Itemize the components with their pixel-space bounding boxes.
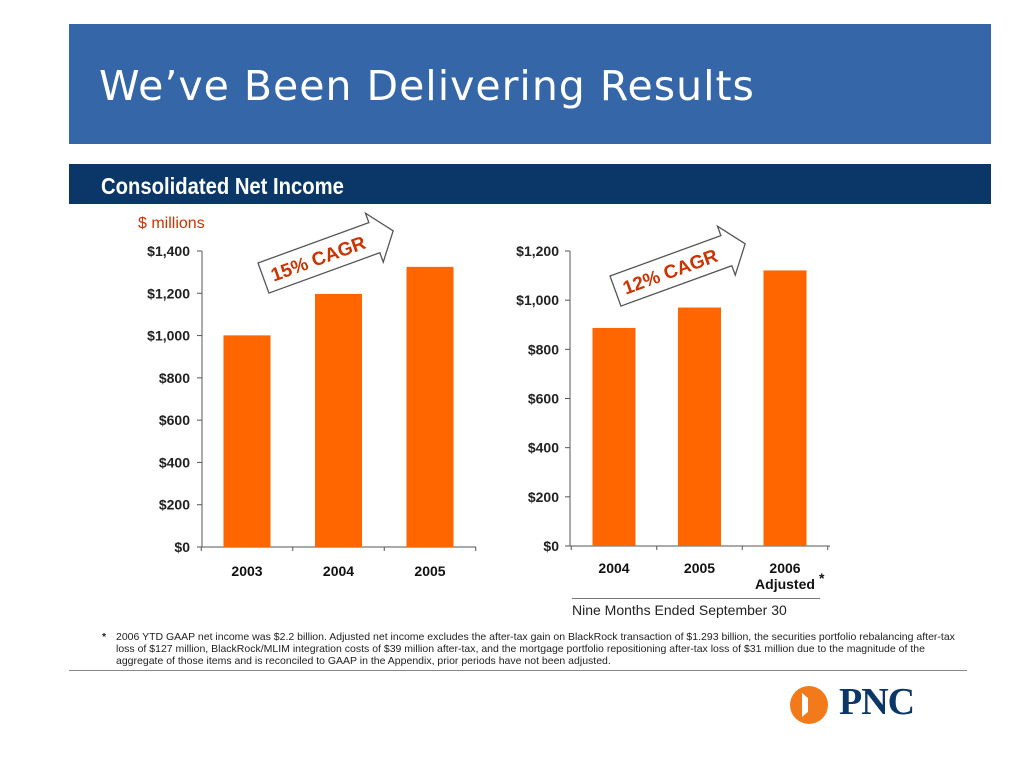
y-tick-label: $0 [174, 539, 190, 555]
subtitle-band: Consolidated Net Income [69, 164, 991, 204]
period-underline [572, 598, 820, 599]
y-tick-label: $400 [528, 440, 559, 456]
footer-divider [69, 670, 967, 671]
x-tick-label: 2003 [231, 563, 262, 579]
y-tick-label: $600 [528, 391, 559, 407]
y-tick-label: $200 [528, 489, 559, 505]
y-tick-label: $1,200 [147, 285, 190, 301]
x-tick-label: 2005 [414, 563, 445, 579]
bar [592, 327, 636, 546]
footnote-mark: * [102, 631, 107, 643]
y-tick-label: $200 [159, 497, 190, 513]
y-tick-label: $1,000 [147, 328, 190, 344]
x-tick-label: 2004 [598, 560, 629, 576]
y-tick-label: $1,000 [516, 292, 559, 308]
y-tick-label: $0 [543, 538, 559, 554]
footnote-text: 2006 YTD GAAP net income was $2.2 billio… [116, 631, 955, 667]
bar [678, 307, 721, 546]
cagr-arrow-icon [609, 224, 746, 307]
y-tick-label: $1,400 [147, 243, 190, 259]
pnc-logo-icon [790, 686, 828, 724]
footnote: * 2006 YTD GAAP net income was $2.2 bill… [102, 631, 962, 667]
logo-wordmark: PNC [839, 681, 915, 723]
y-tick-label: $1,200 [516, 243, 559, 259]
x-tick-label: 2006 [769, 560, 800, 576]
bar [406, 266, 454, 547]
section-subtitle: Consolidated Net Income [101, 173, 344, 199]
bar [223, 335, 271, 547]
category-note: Adjusted [755, 576, 815, 592]
slide-title: We’ve Been Delivering Results [99, 62, 755, 110]
units-label: $ millions [138, 215, 205, 232]
category-note-mark: * [819, 570, 825, 586]
y-tick-label: $400 [159, 454, 190, 470]
title-band: We’ve Been Delivering Results [69, 24, 991, 144]
bar [315, 293, 362, 547]
x-tick-label: 2005 [684, 560, 715, 576]
y-tick-label: $600 [159, 412, 190, 428]
y-tick-label: $800 [159, 370, 190, 386]
y-tick-label: $800 [528, 341, 559, 357]
x-tick-label: 2004 [323, 563, 354, 579]
period-caption: Nine Months Ended September 30 [572, 602, 787, 618]
cagr-arrow-icon [257, 211, 394, 294]
bar [763, 270, 807, 546]
